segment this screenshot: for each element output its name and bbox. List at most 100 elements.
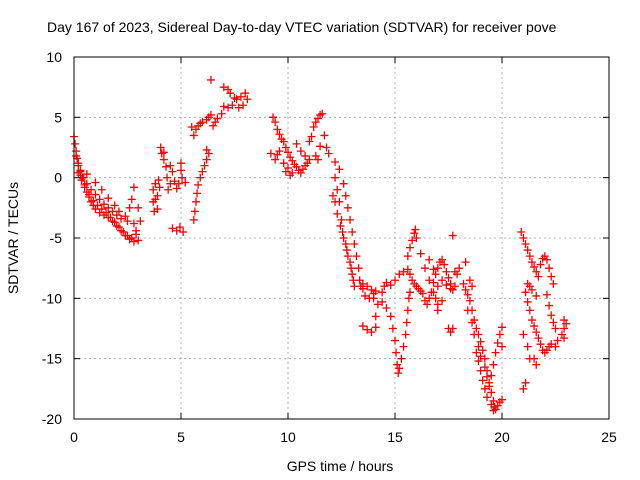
data-point-marker	[241, 89, 250, 98]
data-point-marker	[341, 240, 350, 249]
data-point-marker	[219, 83, 228, 92]
data-point-marker	[382, 303, 391, 312]
data-point-marker	[382, 278, 391, 287]
data-point-marker	[371, 312, 380, 321]
data-point-marker	[97, 205, 106, 214]
data-point-marker	[305, 155, 314, 164]
data-point-marker	[177, 166, 185, 175]
data-point-marker	[339, 179, 348, 188]
data-point-marker	[228, 101, 237, 110]
data-point-marker	[134, 203, 143, 212]
x-tick-label: 20	[494, 429, 510, 445]
data-point-marker	[495, 330, 504, 339]
data-point-marker	[549, 279, 558, 288]
data-point-marker	[425, 276, 434, 285]
data-point-marker	[534, 334, 543, 343]
data-point-marker	[198, 118, 207, 127]
data-point-marker	[431, 270, 440, 279]
y-tick-label: -5	[50, 230, 63, 246]
data-point-marker	[217, 109, 226, 118]
data-point-marker	[127, 195, 136, 204]
data-point-marker	[110, 201, 119, 210]
data-point-marker	[117, 214, 126, 223]
data-point-marker	[527, 258, 536, 267]
data-point-marker	[450, 282, 459, 291]
data-point-marker	[97, 185, 106, 194]
data-point-marker	[202, 155, 211, 164]
data-point-marker	[391, 276, 399, 285]
data-point-marker	[132, 226, 141, 235]
data-point-marker	[363, 325, 372, 334]
data-point-marker	[358, 322, 367, 331]
data-point-marker	[125, 203, 134, 212]
data-point-marker	[429, 265, 438, 274]
data-point-marker	[405, 288, 414, 297]
data-point-marker	[404, 294, 413, 303]
data-point-marker	[521, 288, 530, 297]
data-point-marker	[542, 290, 551, 299]
data-point-marker	[343, 203, 352, 212]
data-point-marker	[468, 318, 477, 327]
data-point-marker	[476, 337, 485, 346]
data-point-marker	[403, 306, 412, 315]
data-point-marker	[517, 227, 526, 236]
data-point-marker	[159, 155, 168, 164]
data-point-marker	[72, 151, 81, 160]
data-point-marker	[429, 288, 438, 297]
data-point-marker	[532, 328, 541, 337]
data-point-marker	[89, 196, 98, 205]
data-point-marker	[318, 109, 327, 118]
data-point-marker	[200, 161, 209, 170]
data-point-marker	[338, 227, 347, 236]
data-point-marker	[403, 265, 412, 274]
data-point-marker	[106, 213, 115, 222]
data-point-marker	[523, 342, 532, 351]
data-point-marker	[313, 155, 322, 164]
data-point-marker	[87, 185, 96, 194]
data-point-marker	[378, 288, 387, 297]
data-point-marker	[476, 352, 485, 361]
data-point-marker	[292, 139, 301, 148]
data-point-marker	[525, 252, 534, 261]
data-point-marker	[95, 195, 104, 204]
data-point-marker	[534, 272, 543, 281]
data-point-marker	[444, 273, 453, 282]
data-point-marker	[206, 75, 215, 84]
data-point-marker	[194, 180, 203, 189]
data-point-marker	[151, 195, 160, 204]
data-point-marker	[196, 173, 205, 182]
x-tick-label: 15	[387, 429, 403, 445]
data-point-marker	[84, 190, 93, 199]
data-point-marker	[80, 183, 89, 192]
y-tick-label: 5	[54, 109, 62, 125]
data-point-marker	[76, 171, 85, 180]
data-point-marker	[333, 209, 342, 218]
data-point-marker	[331, 157, 340, 166]
data-point-marker	[433, 300, 442, 309]
data-point-marker	[433, 282, 442, 291]
data-point-marker	[386, 312, 395, 321]
data-point-marker	[560, 316, 569, 325]
data-point-marker	[478, 376, 487, 385]
data-point-marker	[155, 183, 164, 192]
data-point-marker	[93, 201, 102, 210]
data-layer	[70, 75, 571, 415]
data-point-marker	[358, 279, 367, 288]
data-point-marker	[136, 217, 145, 226]
data-point-marker	[412, 234, 421, 242]
data-point-marker	[273, 125, 282, 134]
data-point-marker	[114, 207, 123, 216]
data-point-marker	[523, 246, 532, 255]
data-point-marker	[425, 255, 434, 264]
data-point-marker	[521, 240, 530, 249]
data-point-marker	[468, 282, 477, 291]
data-point-marker	[532, 291, 541, 300]
data-point-marker	[296, 147, 305, 156]
data-point-marker	[433, 264, 442, 273]
data-point-marker	[189, 131, 198, 140]
data-point-marker	[71, 139, 80, 148]
data-point-marker	[491, 348, 500, 357]
data-point-marker	[455, 264, 464, 273]
data-point-marker	[547, 272, 556, 281]
data-point-marker	[346, 258, 355, 267]
